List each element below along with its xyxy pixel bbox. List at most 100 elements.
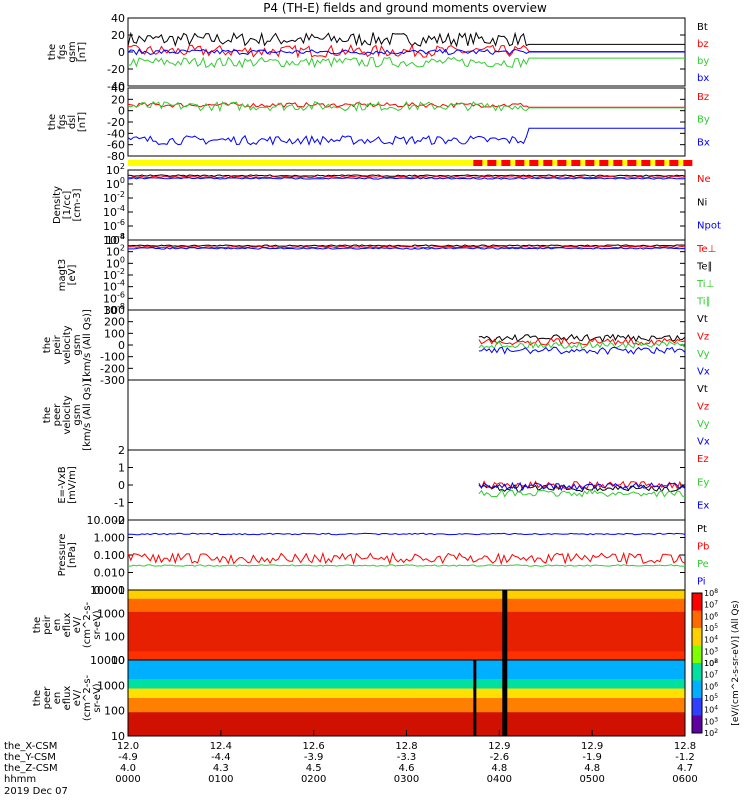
spectrogram-cell (478, 625, 487, 630)
x-tick-value: -1.2 (675, 752, 695, 763)
panel-frame (127, 449, 686, 521)
spectrogram-cell (191, 679, 201, 685)
spectrogram-cell (430, 679, 439, 685)
spectrogram-cell (143, 721, 153, 727)
spectrogram-cell (414, 717, 423, 723)
trace-by (127, 56, 685, 69)
spectrogram-cell (661, 679, 670, 685)
spectrogram-cell (271, 633, 280, 639)
spectrogram-cell (557, 688, 567, 694)
status-bar-red-segment (529, 160, 539, 166)
spectrogram-cell (541, 660, 551, 666)
spectrogram-cell (215, 642, 224, 648)
spectrogram-cell (478, 717, 487, 723)
spectrogram-cell (677, 607, 686, 613)
spectrogram-cell (374, 707, 384, 713)
spectrogram-cell (255, 683, 264, 689)
spectrogram-cell (279, 625, 288, 630)
spectrogram-cell (334, 679, 344, 685)
spectrogram-cell (199, 651, 209, 657)
colorbar-band (692, 593, 702, 611)
spectrogram-cell (430, 660, 439, 666)
spectrogram-cell (677, 642, 686, 648)
spectrogram-cell (390, 726, 400, 732)
spectrogram-cell (311, 707, 320, 713)
spectrogram-cell (494, 674, 503, 680)
x-tick-value: -1.9 (582, 752, 602, 763)
x-tick-value: 0200 (301, 774, 326, 785)
spectrogram-cell (215, 693, 224, 699)
spectrogram-cell (390, 702, 400, 708)
spectrogram-cell (557, 712, 567, 718)
spectrogram-cell (303, 674, 312, 680)
spectrogram-cell (135, 707, 145, 713)
spectrogram-cell (382, 712, 392, 718)
spectrogram-cell (637, 646, 646, 652)
spectrogram-cell (191, 633, 201, 639)
spectrogram-cell (454, 629, 463, 635)
spectrogram-cell (350, 590, 360, 595)
spectrogram-cell (486, 721, 495, 727)
y-axis-label-line: peir (42, 614, 53, 634)
spectrogram-cell (135, 674, 145, 680)
spectrogram-cell (390, 620, 400, 626)
spectrogram-cell (303, 620, 312, 626)
spectrogram-cell (637, 655, 646, 661)
spectrogram-cell (207, 638, 217, 643)
spectrogram-cell (629, 721, 638, 727)
spectrogram-cell (486, 683, 495, 689)
spectrogram-cell (167, 717, 177, 723)
spectrogram-cell (541, 594, 551, 600)
spectrogram-cell (263, 655, 272, 661)
spectrogram-cell (255, 655, 264, 661)
spectrogram-cell (557, 611, 567, 617)
spectrogram-cell (326, 655, 336, 661)
spectrogram-cell (486, 638, 495, 643)
spectrogram-cell (215, 646, 224, 652)
spectrogram-cell (231, 726, 240, 732)
x-tick-value: 12.9 (581, 741, 603, 752)
spectrogram-cell (589, 660, 598, 666)
status-bar-red-segment (585, 160, 595, 166)
spectrogram-cell (422, 598, 431, 604)
spectrogram-cell (589, 598, 598, 604)
spectrogram-cell (143, 590, 153, 595)
spectrogram-cell (311, 688, 320, 694)
spectrogram-cell (438, 674, 447, 680)
spectrogram-cell (613, 698, 622, 704)
spectrogram-cell (159, 646, 169, 652)
y-tick-label: 102 (106, 162, 125, 177)
spectrogram-cell (223, 731, 232, 737)
spectrogram-cell (661, 633, 670, 639)
spectrogram-cell (541, 598, 551, 604)
spectrogram-cell (199, 620, 209, 626)
spectrogram-cell (645, 731, 654, 737)
spectrogram-cell (311, 731, 320, 737)
spectrogram-cell (350, 594, 360, 600)
spectrogram-cell (422, 620, 431, 626)
spectrogram-cell (414, 679, 423, 685)
spectrogram-cell (143, 638, 153, 643)
x-tick-value: 4.6 (399, 763, 415, 774)
spectrogram-cell (295, 669, 304, 675)
y-axis-label-line: (cm^2-s- (82, 674, 93, 721)
spectrogram-cell (175, 721, 185, 727)
y-axis-label: E=-VxB [mV/m] (57, 466, 78, 504)
trace-By (127, 100, 685, 113)
spectrogram-cell (565, 629, 575, 635)
spectrogram-cell (366, 611, 376, 617)
spectrogram-cell (454, 646, 463, 652)
spectrogram-cell (159, 660, 169, 666)
spectrogram-cell (645, 616, 654, 622)
spectrogram-cell (231, 679, 240, 685)
spectrogram-cell (557, 598, 567, 604)
spectrogram-cell (669, 598, 678, 604)
y-tick-label: 1000 (97, 607, 125, 620)
spectrogram-cell (478, 642, 487, 648)
spectrogram-cell (438, 655, 447, 661)
spectrogram-cell (549, 674, 559, 680)
spectrogram-cell (629, 707, 638, 713)
spectrogram-cell (183, 633, 193, 639)
spectrogram-cell (430, 642, 439, 648)
